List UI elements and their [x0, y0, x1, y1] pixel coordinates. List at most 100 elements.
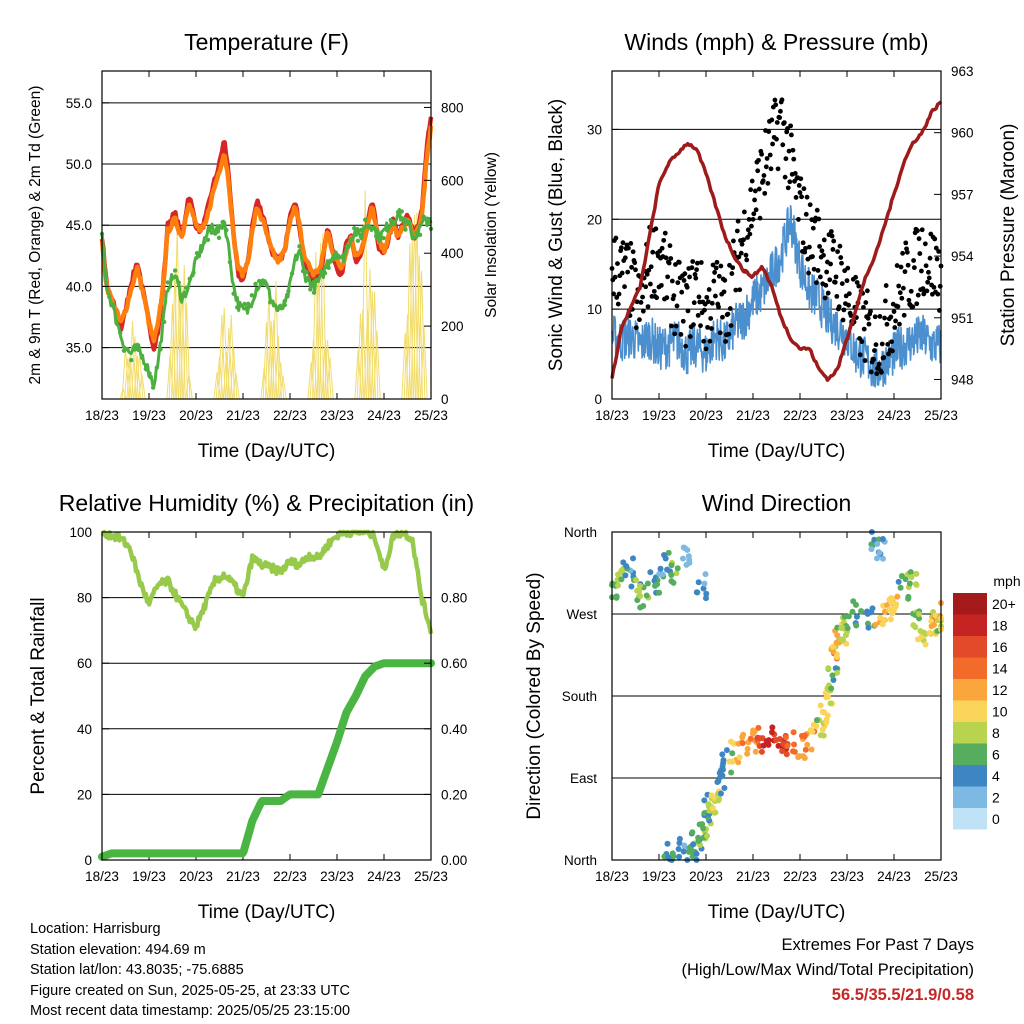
relative-humidity-series: [100, 529, 434, 635]
wind-direction-point: [690, 841, 697, 848]
wind-direction-point: [636, 582, 643, 589]
gust-point: [749, 223, 754, 229]
gust-point: [694, 267, 699, 273]
gust-point: [614, 295, 620, 300]
gust-point: [718, 263, 724, 269]
wind-direction-point: [744, 745, 751, 752]
wind-direction-point: [829, 672, 836, 679]
gust-point: [713, 293, 718, 299]
winds-y2tick-label: 948: [951, 372, 974, 387]
gust-point: [917, 251, 923, 256]
wind-direction-point: [721, 785, 728, 792]
wind-direction-point: [735, 759, 742, 766]
gust-point: [723, 339, 728, 344]
gust-point: [772, 97, 778, 103]
wind-direction-point: [912, 624, 919, 631]
gust-point: [876, 361, 882, 367]
gust-point: [881, 355, 887, 360]
wind-direction-point: [701, 797, 708, 804]
dewpoint-point: [304, 270, 309, 275]
temperature-xtick-label: 21/23: [226, 408, 260, 423]
solar-insolation-trace: [272, 281, 280, 400]
gust-point: [836, 304, 842, 310]
gust-point: [739, 241, 745, 247]
humidity-xtick-label: 20/23: [179, 869, 213, 884]
gust-point: [673, 323, 679, 329]
gust-point: [800, 240, 806, 246]
winds-xtick-label: 21/23: [736, 408, 770, 423]
wind-direction-point: [702, 571, 709, 578]
wind-direction-point: [701, 580, 708, 587]
gust-point: [738, 250, 744, 256]
gust-point: [796, 183, 802, 188]
winds-xtick-label: 19/23: [642, 408, 676, 423]
gust-point: [703, 346, 709, 352]
dewpoint-point: [129, 357, 134, 363]
wind-direction-point: [833, 653, 840, 660]
solar-insolation-trace: [269, 320, 278, 400]
solar-insolation-trace: [279, 375, 287, 400]
dewpoint-point: [253, 281, 258, 287]
gust-point: [765, 180, 771, 186]
direction-ytick-label: East: [570, 771, 597, 786]
legend-swatch: [953, 614, 987, 636]
gust-point: [753, 207, 759, 213]
gust-point: [622, 255, 628, 261]
winds-ytick-label: 20: [587, 212, 602, 227]
wind-direction-point: [763, 738, 770, 745]
wind-direction-point: [754, 735, 761, 742]
gust-point: [733, 287, 739, 293]
gust-point: [872, 348, 877, 353]
gust-point: [766, 129, 772, 134]
gust-point: [734, 228, 740, 234]
wind-direction-point: [868, 546, 875, 553]
wind-direction-point: [657, 565, 664, 572]
wind-direction-point: [700, 585, 707, 592]
wind-direction-point: [913, 570, 920, 577]
winds-plot-frame: [611, 70, 942, 400]
gust-point: [752, 188, 758, 194]
wind-direction-point: [913, 581, 920, 588]
gust-point: [883, 283, 889, 288]
winds-xlabel: Time (Day/UTC): [708, 441, 846, 462]
solar-insolation-trace: [413, 212, 421, 400]
gust-point: [825, 290, 831, 296]
wind-direction-point: [865, 624, 872, 631]
wind-direction-point: [647, 569, 654, 576]
gust-point: [709, 326, 714, 331]
gust-point: [694, 260, 700, 266]
wind-direction-point: [749, 730, 756, 737]
gust-point: [693, 275, 699, 281]
solar-insolation-trace: [370, 291, 379, 400]
gust-point: [671, 293, 677, 299]
wind-direction-point: [730, 740, 737, 747]
gust-point: [823, 282, 829, 288]
temperature-xtick-label: 22/23: [273, 408, 307, 423]
solar-insolation-trace: [178, 283, 186, 400]
gust-point: [861, 304, 866, 310]
gust-point: [665, 274, 671, 280]
wind-direction-point: [895, 578, 902, 585]
dewpoint-point: [278, 305, 284, 311]
humidity-y2tick-label: 0.40: [441, 722, 467, 737]
gust-point: [821, 237, 827, 243]
direction-xtick-label: 19/23: [642, 869, 676, 884]
temperature-y2tick-label: 400: [441, 246, 464, 261]
dewpoint-point: [187, 276, 192, 281]
humidity-title: Relative Humidity (%) & Precipitation (i…: [59, 490, 474, 516]
gust-point: [786, 148, 792, 154]
winds-xtick-label: 23/23: [830, 408, 864, 423]
gust-point: [678, 331, 684, 337]
gust-point: [638, 299, 644, 305]
gust-point: [896, 283, 902, 289]
humidity-xtick-label: 21/23: [226, 869, 260, 884]
wind-direction-point: [729, 758, 736, 765]
wind-direction-point: [719, 763, 726, 770]
humidity-y2tick-label: 0.20: [441, 787, 467, 802]
dewpoint-point: [286, 288, 291, 294]
wind-direction-point: [673, 570, 680, 577]
wind-direction-point: [784, 743, 791, 750]
gust-point: [835, 249, 840, 255]
temperature-ytick-label: 40.0: [66, 279, 92, 294]
temperature-ytick-label: 45.0: [66, 218, 92, 233]
